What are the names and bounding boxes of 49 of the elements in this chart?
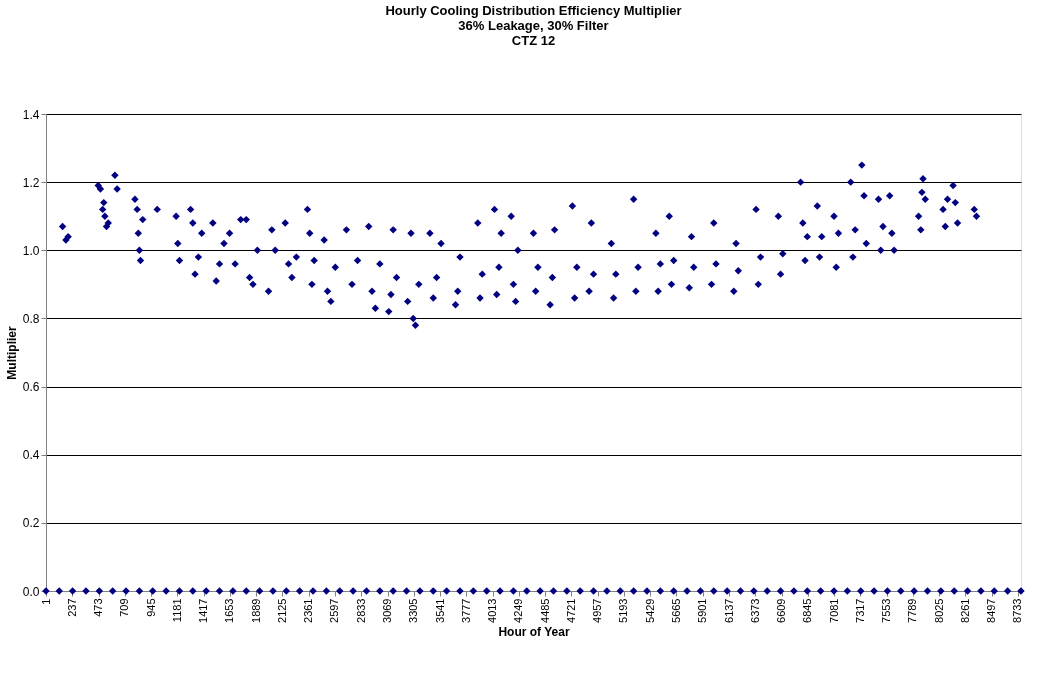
x-axis-title: Hour of Year: [498, 624, 570, 639]
x-tick-label: 3777: [459, 598, 472, 623]
x-tick-label: 7081: [827, 598, 840, 623]
x-tick-label: 1417: [197, 598, 210, 623]
x-tick-label: 1653: [223, 598, 236, 623]
x-tick-label: 5193: [617, 598, 630, 623]
x-tick-label: 5665: [669, 598, 682, 623]
x-tick-label: 7789: [906, 598, 919, 623]
x-tick-label: 7317: [853, 598, 866, 623]
x-tick-label: 5901: [696, 598, 709, 623]
x-tick-label: 5429: [643, 598, 656, 623]
x-tick-label: 945: [144, 598, 157, 617]
x-tick-label: 6845: [801, 598, 814, 623]
x-tick-label: 3305: [407, 598, 420, 623]
x-tick-label: 8733: [1011, 598, 1024, 623]
x-tick-label: 2833: [354, 598, 367, 623]
x-tick-label: 4957: [591, 598, 604, 623]
x-tick-label: 237: [65, 598, 78, 617]
x-tick-label: 3069: [381, 598, 394, 623]
x-tick-label: 4721: [564, 598, 577, 623]
x-tick-label: 2597: [328, 598, 341, 623]
x-tick-label: 6137: [722, 598, 735, 623]
x-tick-label: 8025: [932, 598, 945, 623]
x-tick-label: 8261: [958, 598, 971, 623]
x-tick-label: 6373: [748, 598, 761, 623]
x-tick-label: 1889: [249, 598, 262, 623]
x-tick-label: 6609: [775, 598, 788, 623]
x-tick-label: 1: [39, 598, 52, 605]
y-tick-label: 0.4: [22, 448, 40, 463]
y-tick-label: 1.2: [22, 175, 40, 190]
x-tick-label: 2361: [302, 598, 315, 623]
y-tick-label: 0.6: [22, 380, 40, 395]
x-tick-label: 4249: [512, 598, 525, 623]
y-tick-label: 1.4: [22, 107, 40, 122]
x-tick-label: 709: [118, 598, 131, 617]
y-axis-title: Multiplier: [4, 326, 19, 380]
y-tick-label: 1.0: [22, 243, 40, 258]
x-tick-label: 8497: [985, 598, 998, 623]
chart-title: Hourly Cooling Distribution Efficiency Multiplier 36% Leakage, 30% Filter CTZ 12: [385, 3, 682, 48]
x-tick-label: 4485: [538, 598, 551, 623]
x-tick-label: 3541: [433, 598, 446, 623]
y-tick-label: 0.2: [22, 516, 40, 531]
x-tick-label: 4013: [486, 598, 499, 623]
x-tick-label: 473: [92, 598, 105, 617]
x-tick-label: 2125: [275, 598, 288, 623]
x-tick-label: 1181: [170, 598, 183, 623]
y-tick-label: 0.8: [22, 311, 40, 326]
x-tick-label: 7553: [880, 598, 893, 623]
y-tick-label: 0.0: [22, 584, 40, 599]
